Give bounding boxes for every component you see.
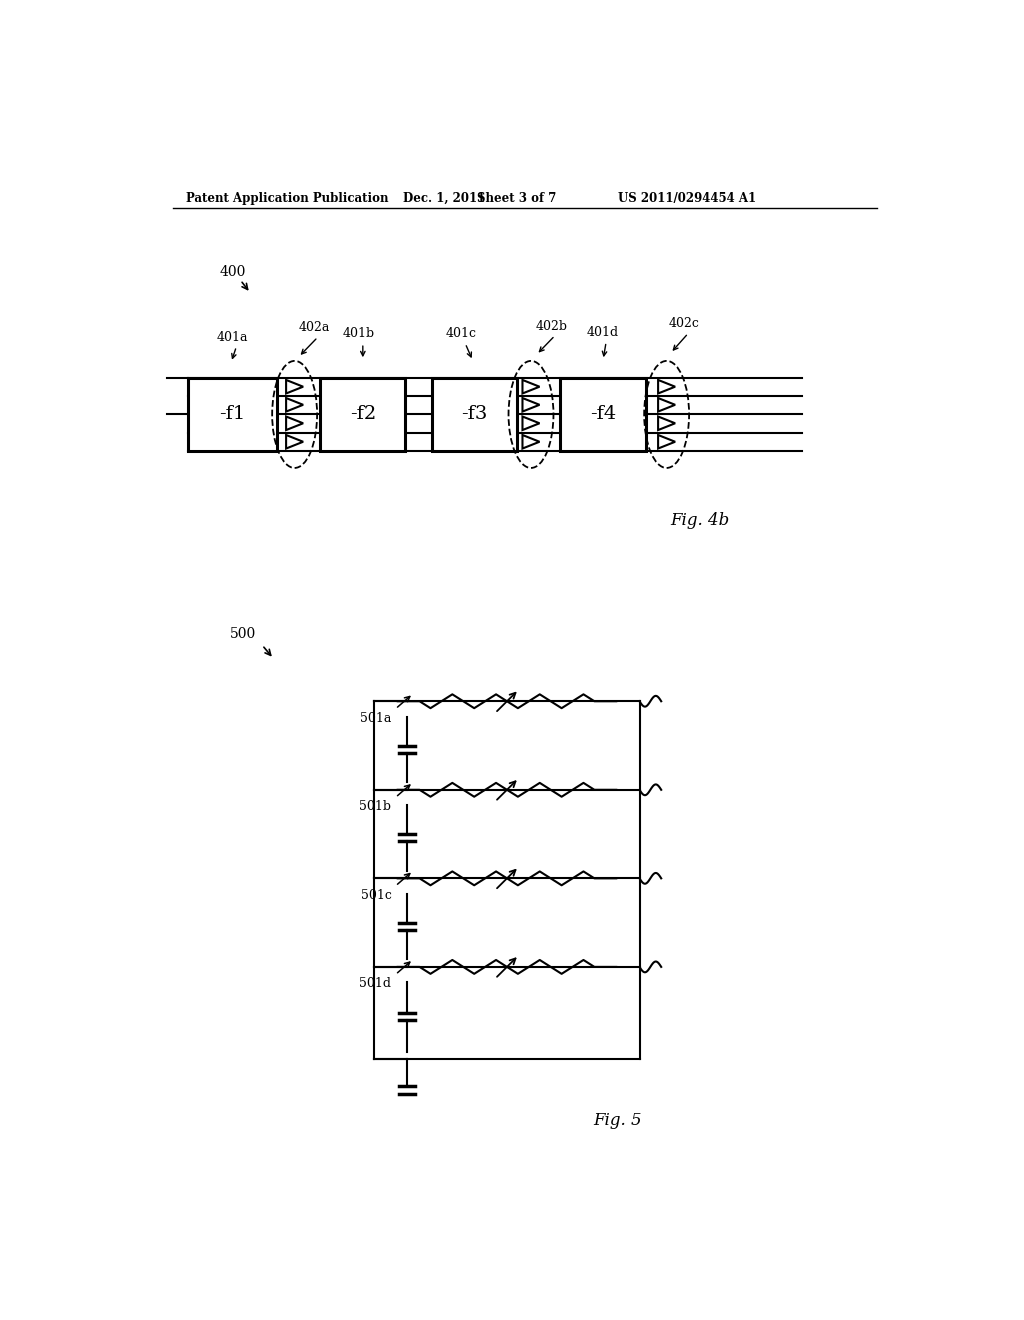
Polygon shape [286,399,303,412]
Text: -f3: -f3 [461,405,487,424]
Text: 402b: 402b [536,319,567,333]
Polygon shape [286,436,303,449]
Polygon shape [522,417,540,430]
Polygon shape [522,399,540,412]
Text: US 2011/0294454 A1: US 2011/0294454 A1 [617,191,756,205]
Polygon shape [522,436,540,449]
Text: Fig. 4b: Fig. 4b [671,512,730,529]
Polygon shape [522,380,540,393]
Polygon shape [286,380,303,393]
Text: -f1: -f1 [219,405,246,424]
Text: 501a: 501a [360,711,391,725]
Text: Sheet 3 of 7: Sheet 3 of 7 [477,191,556,205]
Text: 402c: 402c [669,317,699,330]
Text: 501b: 501b [359,800,391,813]
Bar [188,378,276,451]
Text: 400: 400 [219,265,246,280]
Polygon shape [658,399,675,412]
Polygon shape [658,380,675,393]
Text: 501d: 501d [359,977,391,990]
Bar [321,378,406,451]
Text: 402a: 402a [298,321,330,334]
Polygon shape [658,417,675,430]
Text: 401c: 401c [445,327,477,341]
Text: Dec. 1, 2011: Dec. 1, 2011 [403,191,485,205]
Polygon shape [658,436,675,449]
Polygon shape [286,417,303,430]
Bar [560,378,646,451]
Text: 401a: 401a [217,330,249,343]
Text: 401b: 401b [343,327,375,341]
Text: 500: 500 [230,627,257,642]
Text: -f2: -f2 [350,405,376,424]
Text: Patent Application Publication: Patent Application Publication [186,191,389,205]
Bar [432,378,517,451]
Text: 501c: 501c [360,888,391,902]
Text: Fig. 5: Fig. 5 [593,1113,642,1130]
Text: 401d: 401d [586,326,618,339]
Text: -f4: -f4 [590,405,616,424]
